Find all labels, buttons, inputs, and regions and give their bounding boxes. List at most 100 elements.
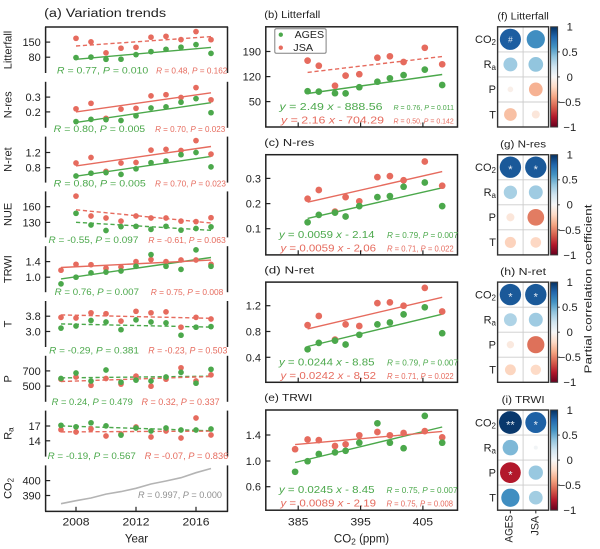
svg-text:*: *	[534, 420, 539, 432]
svg-text:CO2: CO2	[475, 289, 497, 302]
svg-text:0.6: 0.6	[246, 482, 261, 494]
svg-text:T: T	[489, 365, 496, 377]
svg-text:2008: 2008	[63, 517, 90, 529]
svg-text:R = -0.23, P = 0.503: R = -0.23, P = 0.503	[148, 345, 227, 355]
svg-text:1.2: 1.2	[26, 148, 41, 160]
svg-text:P: P	[489, 340, 496, 352]
svg-text:1.4: 1.4	[246, 430, 261, 442]
svg-text:0: 0	[567, 455, 573, 467]
svg-text:R = -0.07, P = 0.836: R = -0.07, P = 0.836	[145, 451, 229, 461]
svg-text:JSA: JSA	[293, 43, 313, 54]
svg-text:R = -0.19, P = 0.567: R = -0.19, P = 0.567	[48, 451, 136, 462]
svg-text:NUE: NUE	[3, 203, 15, 226]
svg-text:0.5: 0.5	[562, 47, 578, 59]
svg-text:P: P	[489, 84, 496, 96]
svg-text:500: 500	[22, 381, 40, 393]
svg-text:1.0: 1.0	[26, 272, 41, 284]
svg-text:385: 385	[288, 517, 309, 529]
svg-text:R = 0.50, P = 0.142: R = 0.50, P = 0.142	[394, 117, 454, 126]
svg-text:T: T	[489, 237, 496, 249]
svg-text:(a) Variation trends: (a) Variation trends	[44, 8, 166, 20]
svg-text:R = 0.24, P = 0.479: R = 0.24, P = 0.479	[52, 397, 133, 408]
svg-text:390: 390	[22, 491, 40, 503]
svg-text:Litterfall: Litterfall	[3, 31, 15, 70]
svg-text:T: T	[489, 493, 496, 505]
svg-text:*: *	[508, 470, 513, 482]
svg-text:0.2: 0.2	[26, 107, 41, 119]
svg-text:y = 2.49 x - 888.56: y = 2.49 x - 888.56	[278, 101, 382, 113]
svg-text:Partial correlation coefficien: Partial correlation coefficient	[584, 204, 595, 373]
svg-text:−0.5: −0.5	[559, 480, 581, 492]
svg-text:R = 0.70, P = 0.023: R = 0.70, P = 0.023	[155, 179, 226, 188]
svg-text:R = 0.32, P = 0.337: R = 0.32, P = 0.337	[142, 397, 220, 407]
svg-text:R = 0.79, P = 0.007: R = 0.79, P = 0.007	[387, 231, 459, 240]
svg-text:AGES: AGES	[295, 30, 325, 41]
svg-text:y = 0.0059 x - 2.14: y = 0.0059 x - 2.14	[278, 229, 375, 241]
svg-text:1.2: 1.2	[246, 301, 261, 313]
svg-text:0.3: 0.3	[26, 92, 41, 104]
svg-text:CO2 (ppm): CO2 (ppm)	[334, 534, 389, 547]
svg-text:R = 0.75, P = 0.008: R = 0.75, P = 0.008	[151, 287, 224, 297]
svg-text:R = 0.71, P = 0.022: R = 0.71, P = 0.022	[387, 372, 454, 381]
svg-text:−0.5: −0.5	[559, 352, 581, 364]
svg-text:190: 190	[243, 47, 261, 59]
svg-text:0: 0	[567, 200, 573, 212]
svg-text:y = 0.0242 x - 8.52: y = 0.0242 x - 8.52	[279, 370, 376, 382]
svg-text:CO2: CO2	[3, 477, 16, 499]
svg-text:R = 0.71, P = 0.022: R = 0.71, P = 0.022	[387, 244, 454, 253]
svg-text:Ra: Ra	[484, 442, 497, 455]
svg-text:Ra: Ra	[3, 427, 16, 440]
svg-text:*: *	[534, 292, 539, 304]
svg-text:AGES: AGES	[504, 515, 516, 543]
svg-text:Year: Year	[125, 534, 148, 546]
svg-text:N-ret: N-ret	[3, 147, 15, 171]
svg-text:0.3: 0.3	[246, 173, 261, 185]
svg-text:T: T	[489, 109, 496, 121]
svg-text:y = 0.0059 x - 2.06: y = 0.0059 x - 2.06	[279, 242, 376, 254]
svg-text:(d) N-ret: (d) N-ret	[264, 265, 314, 276]
svg-text:(c) N-res: (c) N-res	[264, 138, 314, 149]
svg-text:130: 130	[22, 217, 40, 229]
svg-text:Ra: Ra	[484, 187, 497, 200]
svg-text:3.0: 3.0	[26, 327, 41, 339]
svg-text:0.5: 0.5	[562, 430, 578, 442]
svg-text:0.5: 0.5	[562, 302, 578, 314]
svg-text:*: *	[508, 292, 513, 304]
svg-text:405: 405	[413, 517, 434, 529]
svg-text:R = -0.55, P = 0.097: R = -0.55, P = 0.097	[49, 235, 139, 246]
svg-text:400: 400	[22, 476, 40, 488]
svg-text:−0.5: −0.5	[559, 97, 581, 109]
svg-text:P: P	[489, 467, 496, 479]
svg-text:Ra: Ra	[484, 315, 497, 328]
svg-text:R = -0.61, P = 0.063: R = -0.61, P = 0.063	[148, 235, 226, 245]
svg-text:1.4: 1.4	[26, 257, 41, 269]
svg-text:2012: 2012	[123, 517, 150, 529]
svg-text:y = 0.0245 x - 8.45: y = 0.0245 x - 8.45	[278, 484, 375, 496]
svg-text:T: T	[3, 320, 15, 327]
svg-text:(f) Litterfall: (f) Litterfall	[497, 12, 548, 23]
svg-text:1: 1	[567, 22, 573, 34]
svg-text:50: 50	[249, 97, 261, 109]
svg-text:CO2: CO2	[475, 417, 497, 430]
svg-text:(b) Litterfall: (b) Litterfall	[264, 10, 320, 21]
svg-text:−1: −1	[563, 377, 576, 389]
svg-text:y = 0.0244 x - 8.85: y = 0.0244 x - 8.85	[278, 356, 375, 368]
svg-text:3.8: 3.8	[26, 311, 41, 323]
svg-text:17: 17	[29, 421, 41, 433]
svg-text:0.4: 0.4	[246, 352, 261, 364]
svg-text:R = 0.48, P = 0.162: R = 0.48, P = 0.162	[156, 66, 228, 75]
svg-text:R = 0.80, P = 0.005: R = 0.80, P = 0.005	[54, 178, 146, 189]
svg-text:1: 1	[567, 277, 573, 289]
svg-text:1: 1	[567, 150, 573, 162]
svg-text:R = -0.29, P = 0.381: R = -0.29, P = 0.381	[49, 345, 139, 356]
svg-text:(e) TRWI: (e) TRWI	[264, 393, 312, 404]
svg-text:R = 0.76, P = 0.007: R = 0.76, P = 0.007	[55, 287, 139, 298]
svg-text:0: 0	[567, 72, 573, 84]
svg-text:−1: −1	[563, 505, 576, 517]
svg-text:*: *	[534, 164, 539, 176]
svg-text:P: P	[3, 375, 15, 382]
svg-text:CO2: CO2	[475, 162, 497, 175]
svg-text:R = 0.70, P = 0.023: R = 0.70, P = 0.023	[155, 125, 226, 134]
svg-text:−1: −1	[563, 250, 576, 262]
svg-text:*: *	[508, 164, 513, 176]
